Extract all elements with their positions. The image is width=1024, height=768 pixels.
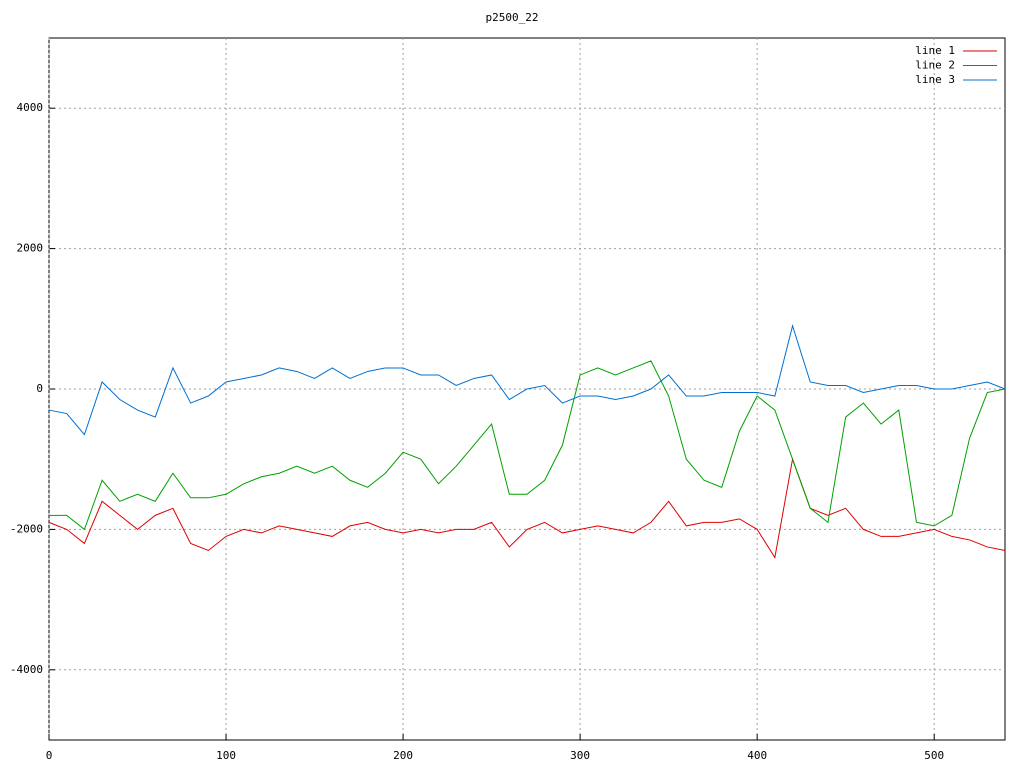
chart-title: p2500_22 xyxy=(486,11,539,24)
legend-label: line 2 xyxy=(915,59,955,72)
y-tick-label: 4000 xyxy=(17,101,44,114)
y-tick-label: -4000 xyxy=(10,663,43,676)
data-line xyxy=(48,457,1006,559)
x-tick-label: 200 xyxy=(393,749,413,762)
y-tick-label: -2000 xyxy=(10,522,43,535)
legend-label: line 1 xyxy=(915,44,955,57)
x-tick-label: 100 xyxy=(216,749,236,762)
legend-label: line 3 xyxy=(915,73,955,86)
x-tick-label: 500 xyxy=(924,749,944,762)
x-tick-label: 0 xyxy=(46,749,53,762)
y-tick-label: 2000 xyxy=(17,242,44,255)
data-line xyxy=(49,360,1006,531)
data-line xyxy=(48,323,1006,436)
x-tick-label: 300 xyxy=(570,749,590,762)
x-tick-label: 400 xyxy=(747,749,767,762)
y-tick-label: 0 xyxy=(36,382,43,395)
